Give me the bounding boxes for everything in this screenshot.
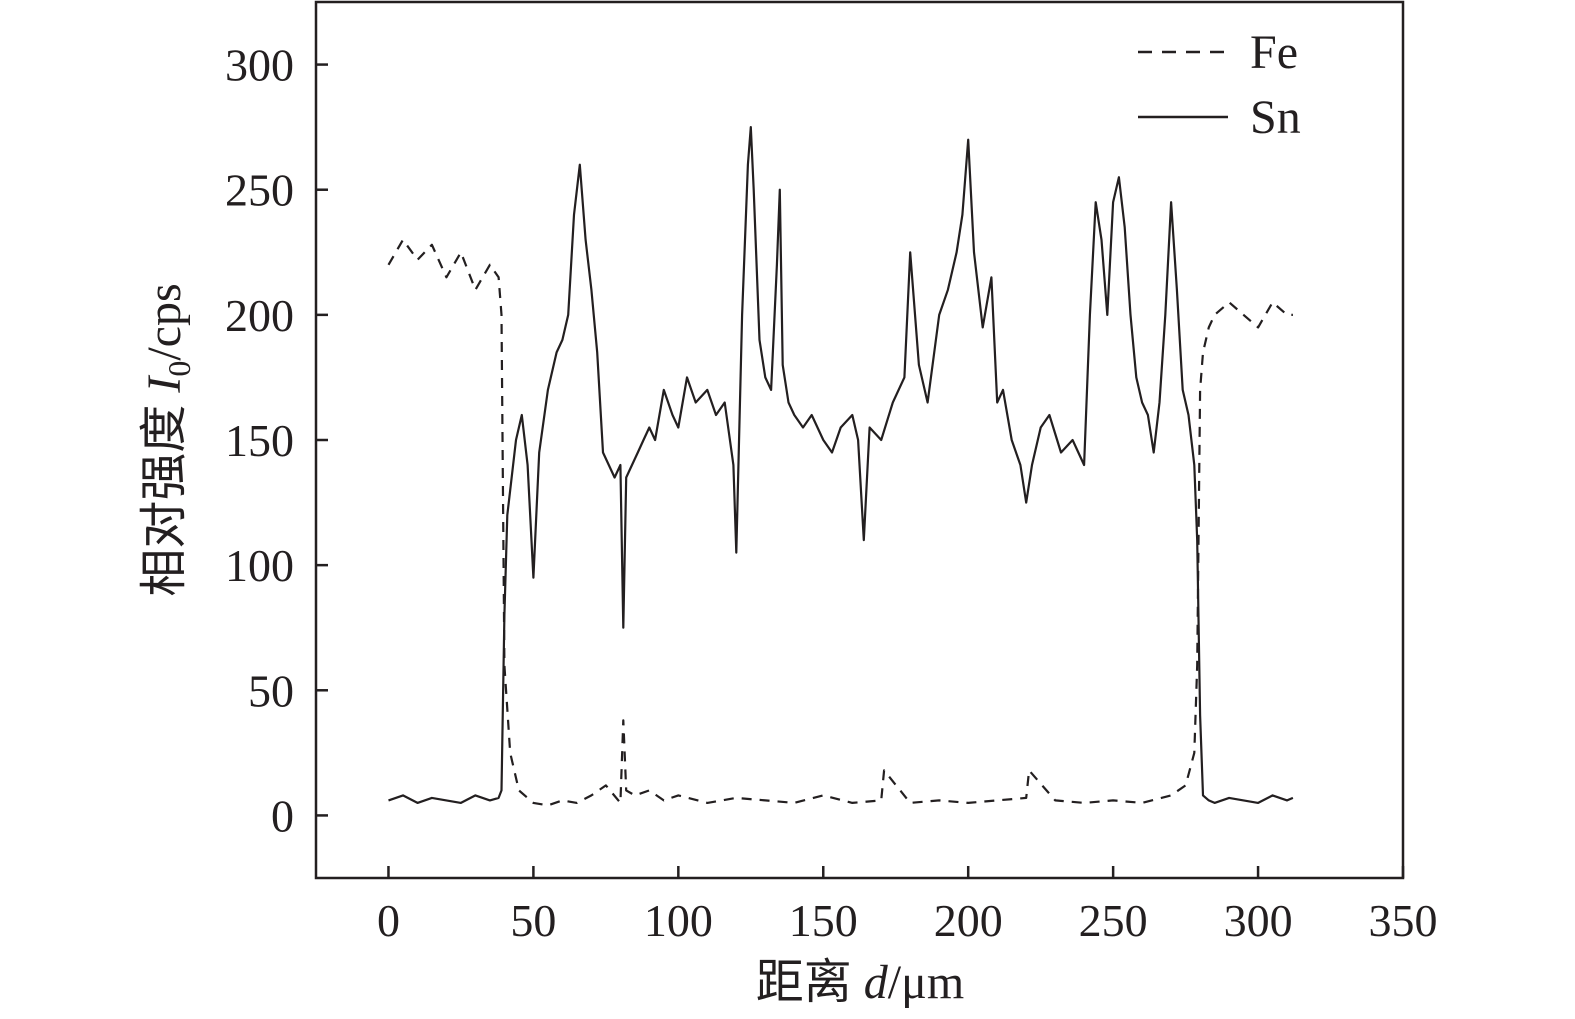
legend-label-fe: Fe <box>1250 26 1298 79</box>
tick-marks <box>316 63 1405 878</box>
x-tick-label: 200 <box>934 895 1003 946</box>
series-line-sn <box>388 125 1294 805</box>
x-axis-title: 距离 d/μm <box>756 956 964 1009</box>
x-axis-title-var: d <box>864 956 889 1009</box>
x-tick-label: 150 <box>789 895 858 946</box>
y-tick-label: 100 <box>225 540 294 591</box>
series-line-fe <box>387 238 1293 807</box>
plot-frame <box>314 0 1405 880</box>
y-axis-title-unit: /cps <box>138 283 191 360</box>
y-tick-label: 150 <box>225 415 294 466</box>
x-tick-label: 300 <box>1224 895 1293 946</box>
y-tick-label: 250 <box>225 165 294 216</box>
y-axis-title-sub: 0 <box>161 361 197 377</box>
x-tick-label: 50 <box>510 895 556 946</box>
x-axis-title-prefix: 距离 <box>756 956 864 1009</box>
x-tick-label: 250 <box>1079 895 1148 946</box>
tick-labels: 0 50 100 150 200 250 300 350 0 50 100 150 200 250 300 <box>225 40 1438 946</box>
x-tick-label: 100 <box>644 895 713 946</box>
y-tick-label: 300 <box>225 40 294 91</box>
x-axis-title-unit: /μm <box>888 956 964 1009</box>
x-tick-label: 0 <box>377 895 400 946</box>
legend: Fe Sn <box>1138 26 1301 144</box>
y-tick-label: 0 <box>271 790 294 841</box>
y-axis-title: 相对强度 I0/cps <box>138 283 197 596</box>
x-tick-label: 350 <box>1369 895 1438 946</box>
series-layer <box>387 125 1294 807</box>
y-axis-title-prefix: 相对强度 <box>138 393 191 597</box>
y-tick-label: 50 <box>248 665 294 716</box>
legend-label-sn: Sn <box>1250 91 1301 144</box>
y-axis-title-var: I <box>138 375 191 394</box>
y-tick-label: 200 <box>225 290 294 341</box>
